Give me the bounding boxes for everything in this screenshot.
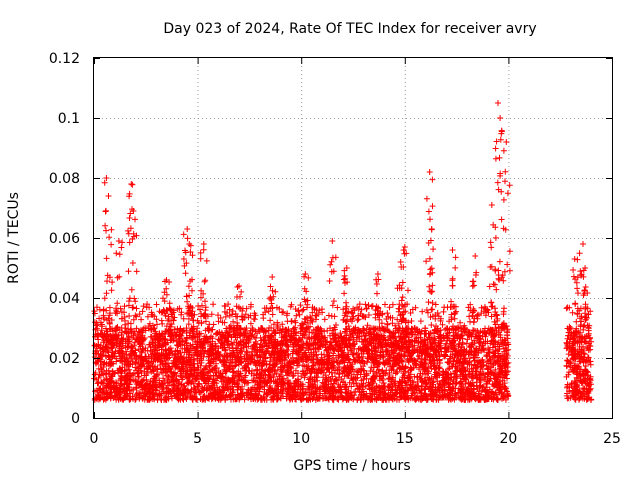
data-point <box>384 320 391 327</box>
data-point <box>408 318 415 324</box>
data-point <box>269 311 276 318</box>
data-point <box>382 301 388 308</box>
data-point <box>325 312 332 319</box>
data-point <box>247 320 254 327</box>
data-point <box>297 302 304 309</box>
data-point <box>417 318 424 325</box>
data-point <box>440 308 447 315</box>
data-point <box>478 304 485 311</box>
data-point <box>466 313 473 320</box>
data-point <box>407 310 414 316</box>
data-point <box>94 380 101 387</box>
data-point <box>242 311 249 318</box>
data-point <box>457 319 464 326</box>
data-point <box>91 371 98 378</box>
data-point <box>369 302 376 309</box>
data-point <box>274 319 281 326</box>
data-point <box>133 305 140 312</box>
data-point <box>501 305 507 312</box>
data-point <box>389 301 396 308</box>
data-point <box>158 317 165 324</box>
data-point <box>139 308 146 315</box>
data-point <box>153 301 160 308</box>
data-point <box>215 312 221 319</box>
data-point <box>386 304 393 311</box>
data-point <box>321 316 328 323</box>
data-point <box>213 330 220 337</box>
data-point <box>350 305 357 312</box>
data-point <box>383 367 390 374</box>
data-point <box>222 313 229 320</box>
data-point <box>138 316 145 323</box>
data-point <box>348 347 355 354</box>
data-point <box>356 301 363 308</box>
chart-title: Day 023 of 2024, Rate Of TEC Index for r… <box>163 21 536 37</box>
data-point <box>180 315 187 322</box>
data-point <box>425 309 431 316</box>
data-point <box>295 370 301 377</box>
data-point <box>445 359 452 365</box>
data-point <box>432 301 439 308</box>
data-point <box>136 311 143 318</box>
data-point <box>210 301 217 308</box>
data-points <box>91 100 595 403</box>
data-point <box>279 309 286 316</box>
data-point <box>280 308 287 315</box>
data-point <box>495 395 501 402</box>
data-point <box>362 301 369 308</box>
data-point <box>428 322 435 328</box>
data-point <box>350 371 357 378</box>
data-point <box>428 306 435 313</box>
data-point <box>260 315 267 322</box>
data-point <box>217 315 224 321</box>
data-point <box>291 326 298 333</box>
data-point <box>293 312 300 319</box>
data-point <box>132 312 139 319</box>
data-point <box>127 390 134 397</box>
